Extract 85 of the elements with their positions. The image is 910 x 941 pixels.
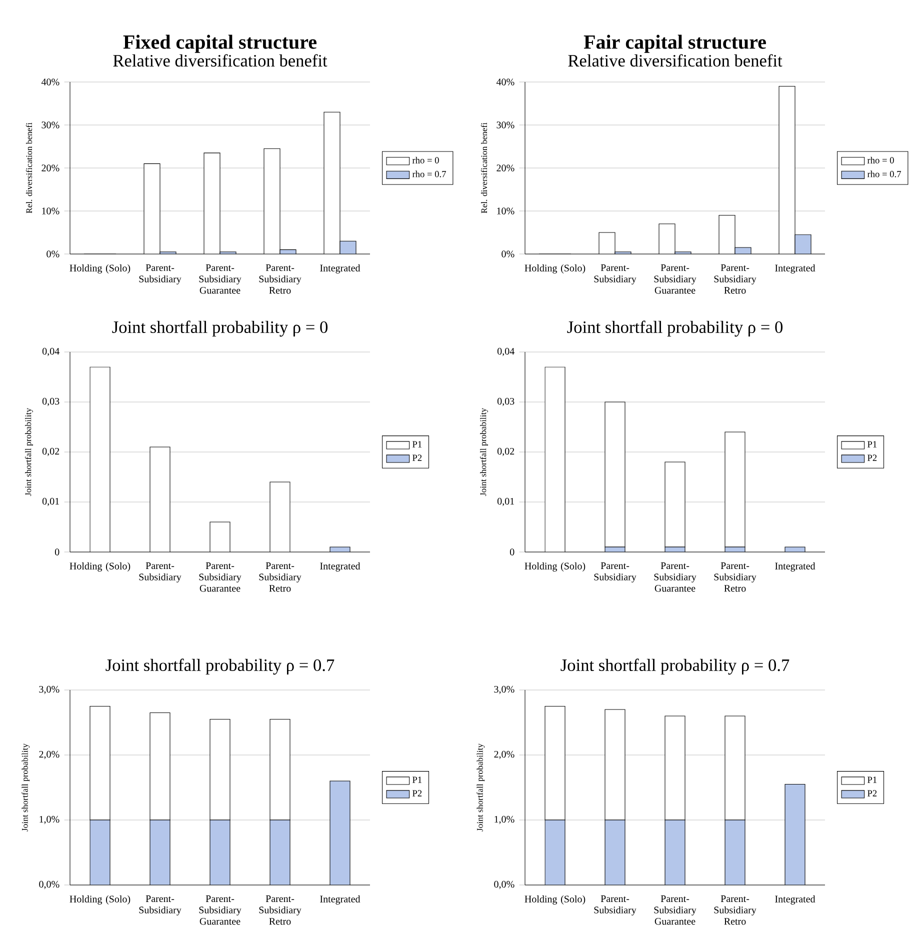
y-tick-label: 3,0% bbox=[39, 686, 60, 694]
legend-label: P2 bbox=[412, 790, 422, 796]
y-tick-label: 0,04 bbox=[42, 348, 60, 356]
chart-subtitle: Relative diversification benefit bbox=[113, 54, 328, 67]
x-tick-label: Parent-Subsidiary bbox=[594, 264, 636, 284]
y-tick-label: 40% bbox=[41, 78, 60, 86]
x-tick-label: Parent-Subsidiary Retro bbox=[259, 562, 302, 592]
legend-label: P1 bbox=[868, 776, 877, 783]
y-tick-label: 0,0% bbox=[494, 880, 514, 890]
legend-label: P2 bbox=[412, 454, 422, 461]
y-tick-label: 1,0% bbox=[40, 816, 60, 824]
y-tick-label: 40% bbox=[496, 78, 514, 86]
y-axis-title: Joint shortfall probability bbox=[24, 408, 33, 496]
x-tick-label: Parent-Subsidiary bbox=[139, 264, 182, 284]
legend-label: rho = 0 bbox=[867, 156, 894, 164]
y-tick-label: 10% bbox=[42, 208, 60, 214]
y-tick-label: 0% bbox=[46, 250, 60, 258]
x-tick-label: Parent-Subsidiary bbox=[594, 562, 636, 582]
legend-label: rho = 0.7 bbox=[412, 170, 446, 178]
legend-label: P2 bbox=[868, 790, 877, 796]
y-tick-label: 2,0% bbox=[494, 750, 514, 760]
x-tick-label: Holding (Solo) bbox=[70, 895, 130, 904]
legend-label: rho = 0 bbox=[412, 156, 439, 164]
x-tick-label: Parent-Subsidiary Guarantee bbox=[199, 895, 242, 925]
y-tick-label: 0,01 bbox=[497, 498, 514, 506]
chart-subtitle: Relative diversification benefit bbox=[568, 54, 782, 67]
x-tick-label: Integrated bbox=[775, 895, 816, 904]
x-tick-label: Holding (Solo) bbox=[524, 895, 586, 904]
chart-title: Fixed capital structure bbox=[123, 34, 317, 53]
y-tick-label: 0 bbox=[54, 548, 60, 556]
x-tick-label: Holding (Solo) bbox=[70, 562, 130, 572]
y-tick-label: 0,02 bbox=[497, 448, 514, 456]
x-tick-label: Parent-Subsidiary Guarantee bbox=[654, 895, 696, 925]
x-tick-label: Parent-Subsidiary Guarantee bbox=[199, 562, 242, 592]
chart-title: Joint shortfall probability ρ = 0 bbox=[112, 320, 328, 337]
y-tick-label: 30% bbox=[496, 122, 514, 128]
y-axis-title: Joint shortfall probability bbox=[480, 408, 488, 496]
x-tick-label: Holding (Solo) bbox=[524, 264, 586, 274]
legend-label: P2 bbox=[868, 454, 877, 461]
x-tick-label: Parent-Subsidiary Retro bbox=[259, 895, 302, 925]
legend-label: P1 bbox=[412, 441, 422, 448]
x-tick-label: Parent-Subsidiary Guarantee bbox=[654, 562, 696, 592]
y-tick-label: 30% bbox=[42, 122, 60, 128]
x-tick-label: Parent-Subsidiary Guarantee bbox=[199, 264, 242, 294]
y-tick-label: 20% bbox=[42, 164, 60, 172]
y-tick-label: 2,0% bbox=[39, 750, 60, 760]
x-tick-label: Parent-Subsidiary Retro bbox=[714, 264, 756, 294]
legend-label: rho = 0.7 bbox=[867, 170, 901, 178]
y-tick-label: 3,0% bbox=[494, 686, 514, 694]
x-tick-label: Parent-Subsidiary bbox=[139, 895, 182, 916]
y-axis-title: Rel. diversification benefi bbox=[480, 122, 488, 214]
y-tick-label: 10% bbox=[497, 208, 514, 214]
y-tick-label: 1,0% bbox=[494, 816, 514, 824]
chart-title: Joint shortfall probability ρ = 0.7 bbox=[560, 658, 790, 675]
y-tick-label: 0 bbox=[510, 548, 514, 556]
chart-title: Fair capital structure bbox=[584, 34, 766, 53]
x-tick-label: Integrated bbox=[320, 562, 360, 572]
y-tick-label: 20% bbox=[496, 164, 514, 172]
bar bbox=[794, 234, 812, 254]
x-tick-label: Parent-Subsidiary Retro bbox=[259, 264, 302, 294]
y-axis-title: Joint shortfall probability bbox=[22, 743, 30, 832]
y-tick-label: 0,04 bbox=[497, 348, 514, 356]
x-tick-label: Parent-Subsidiary Retro bbox=[714, 895, 756, 925]
legend-label: P1 bbox=[412, 776, 422, 783]
x-tick-label: Parent-Subsidiary Guarantee bbox=[654, 264, 696, 294]
y-tick-label: 0,01 bbox=[42, 498, 59, 506]
x-tick-label: Parent-Subsidiary bbox=[139, 562, 182, 582]
y-axis-title: Joint shortfall probability bbox=[476, 743, 485, 832]
x-tick-label: Integrated bbox=[320, 264, 360, 274]
chart-title: Joint shortfall probability ρ = 0.7 bbox=[106, 658, 334, 675]
legend-label: P1 bbox=[868, 441, 877, 448]
x-tick-label: Holding (Solo) bbox=[524, 562, 586, 572]
x-tick-label: Parent-Subsidiary Retro bbox=[714, 562, 756, 592]
y-axis-title: Rel. diversification benefi bbox=[26, 122, 32, 214]
x-tick-label: Holding (Solo) bbox=[70, 264, 130, 274]
y-tick-label: 0,03 bbox=[42, 398, 60, 406]
y-tick-label: 0,03 bbox=[497, 398, 514, 406]
chart-title: Joint shortfall probability ρ = 0 bbox=[567, 320, 783, 337]
x-tick-label: Parent-Subsidiary bbox=[594, 895, 636, 916]
y-tick-label: 0,02 bbox=[42, 448, 60, 456]
y-tick-label: 0% bbox=[502, 250, 514, 258]
x-tick-label: Integrated bbox=[775, 562, 816, 572]
y-tick-label: 0,0% bbox=[39, 880, 60, 890]
x-tick-label: Integrated bbox=[320, 895, 360, 904]
x-tick-label: Integrated bbox=[775, 264, 816, 274]
